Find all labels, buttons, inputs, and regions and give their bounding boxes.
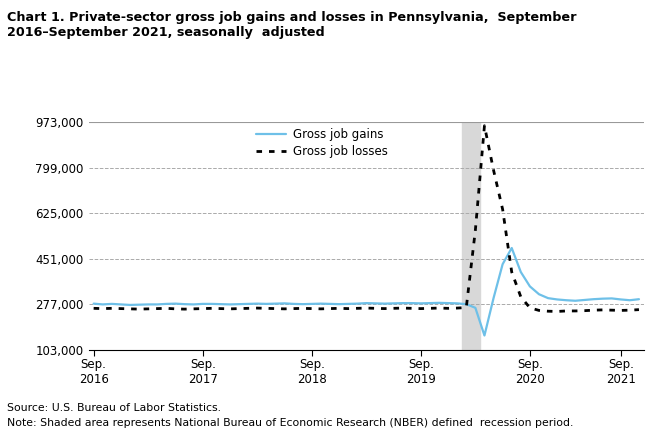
Gross job gains	[381, 301, 389, 306]
Gross job losses	[381, 306, 389, 311]
Line: Gross job gains: Gross job gains	[94, 248, 639, 336]
Gross job gains	[580, 297, 588, 302]
Gross job losses	[553, 309, 561, 314]
Gross job losses	[580, 308, 588, 313]
Gross job gains	[417, 301, 425, 306]
Legend: Gross job gains, Gross job losses: Gross job gains, Gross job losses	[256, 128, 387, 158]
Text: Source: U.S. Bureau of Labor Statistics.: Source: U.S. Bureau of Labor Statistics.	[7, 403, 220, 413]
Gross job gains	[508, 245, 515, 250]
Text: Note: Shaded area represents National Bureau of Economic Research (NBER) defined: Note: Shaded area represents National Bu…	[7, 418, 573, 428]
Gross job losses	[90, 306, 98, 311]
Line: Gross job losses: Gross job losses	[94, 126, 639, 312]
Gross job losses	[199, 306, 207, 311]
Gross job gains	[199, 301, 207, 306]
Text: Chart 1. Private-sector gross job gains and losses in Pennsylvania,  September
2: Chart 1. Private-sector gross job gains …	[7, 11, 576, 39]
Gross job losses	[280, 306, 288, 312]
Gross job losses	[417, 306, 425, 311]
Bar	[462, 122, 480, 350]
Gross job losses	[635, 307, 643, 312]
Gross job losses	[480, 123, 488, 128]
Gross job gains	[217, 302, 225, 307]
Gross job gains	[280, 301, 288, 306]
Gross job losses	[217, 306, 225, 311]
Gross job gains	[90, 301, 98, 306]
Gross job gains	[480, 333, 488, 338]
Gross job gains	[635, 297, 643, 302]
